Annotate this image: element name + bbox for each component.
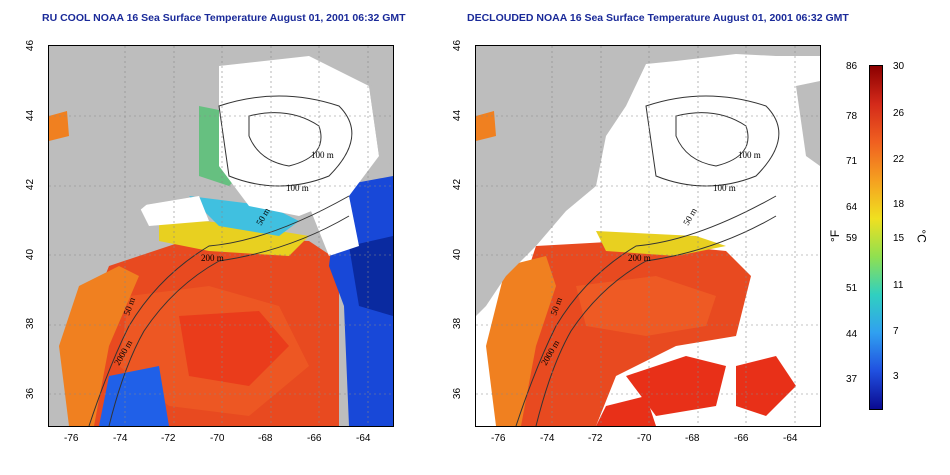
sst-map-declouded: 100 m 100 m 50 m 200 m 50 m 2000 m: [475, 45, 821, 427]
fahrenheit-tick: 59: [846, 233, 858, 244]
sst-map-raw: 100 m 100 m 50 m 200 m 50 m 2000 m: [48, 45, 394, 427]
fahrenheit-tick: 64: [846, 202, 858, 213]
left-map-title: RU COOL NOAA 16 Sea Surface Temperature …: [42, 12, 406, 24]
celsius-tick: 15: [893, 233, 905, 244]
fahrenheit-tick: 44: [846, 329, 858, 340]
fahrenheit-tick: 51: [846, 283, 858, 294]
x-tick: -64: [783, 433, 798, 444]
celsius-tick: 7: [893, 326, 899, 337]
celsius-tick: 3: [893, 371, 899, 382]
x-tick: -76: [491, 433, 506, 444]
y-tick: 40: [452, 248, 464, 261]
x-tick: -64: [356, 433, 371, 444]
x-tick: -70: [637, 433, 652, 444]
x-tick: -70: [210, 433, 225, 444]
x-tick: -68: [258, 433, 273, 444]
contour-label: 100 m: [713, 183, 736, 193]
contour-label: 100 m: [311, 150, 334, 160]
contour-label: 100 m: [738, 150, 761, 160]
y-tick: 38: [452, 317, 464, 330]
x-tick: -74: [113, 433, 128, 444]
contour-label: 200 m: [201, 253, 224, 263]
celsius-unit-label: °C: [914, 229, 929, 243]
y-tick: 38: [25, 317, 37, 330]
fahrenheit-tick: 86: [846, 61, 858, 72]
contour-label: 200 m: [628, 253, 651, 263]
x-tick: -74: [540, 433, 555, 444]
temperature-colorbar: [869, 65, 883, 410]
celsius-tick: 22: [893, 154, 905, 165]
right-map-title: DECLOUDED NOAA 16 Sea Surface Temperatur…: [467, 12, 849, 24]
fahrenheit-tick: 37: [846, 374, 858, 385]
celsius-tick: 26: [893, 108, 905, 119]
celsius-tick: 30: [893, 61, 905, 72]
y-tick: 36: [452, 387, 464, 400]
y-tick: 44: [25, 109, 37, 122]
fahrenheit-unit-label: °F: [828, 229, 843, 243]
x-tick: -76: [64, 433, 79, 444]
x-tick: -72: [161, 433, 176, 444]
x-tick: -68: [685, 433, 700, 444]
fahrenheit-tick: 78: [846, 111, 858, 122]
y-tick: 40: [25, 248, 37, 261]
x-tick: -72: [588, 433, 603, 444]
celsius-tick: 11: [893, 280, 904, 291]
celsius-tick: 18: [893, 199, 905, 210]
contour-label: 100 m: [286, 183, 309, 193]
fahrenheit-tick: 71: [846, 156, 858, 167]
x-tick: -66: [307, 433, 322, 444]
x-tick: -66: [734, 433, 749, 444]
y-tick: 42: [25, 178, 37, 191]
y-tick: 42: [452, 178, 464, 191]
y-tick: 46: [452, 39, 464, 52]
y-tick: 36: [25, 387, 37, 400]
y-tick: 46: [25, 39, 37, 52]
y-tick: 44: [452, 109, 464, 122]
